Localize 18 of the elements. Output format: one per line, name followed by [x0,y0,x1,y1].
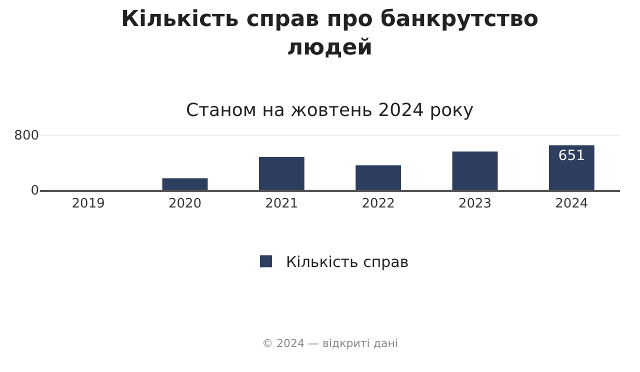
y-tick-label: 0 [30,184,39,199]
bar [356,165,402,190]
chart-title: Кількість справ про банкрутство людей [121,7,539,61]
x-tick-label: 2021 [265,196,298,212]
bar [162,178,208,190]
y-tick-label: 800 [14,128,39,144]
data-label: 651 [558,148,586,164]
x-tick-label: 2023 [458,196,492,212]
bar [548,145,594,190]
bar [258,157,304,190]
x-tick-label: 2019 [72,196,105,212]
x-tick-label: 2022 [362,196,395,212]
bar [452,152,498,190]
x-tick-label: 2020 [168,196,202,212]
text: © 2024 — відкриті дані [262,337,398,350]
chart-subtitle: Станом на жовтень 2024 року [186,100,474,121]
x-tick-label: 2024 [555,196,588,212]
legend-label: Кількість справ [286,253,409,272]
